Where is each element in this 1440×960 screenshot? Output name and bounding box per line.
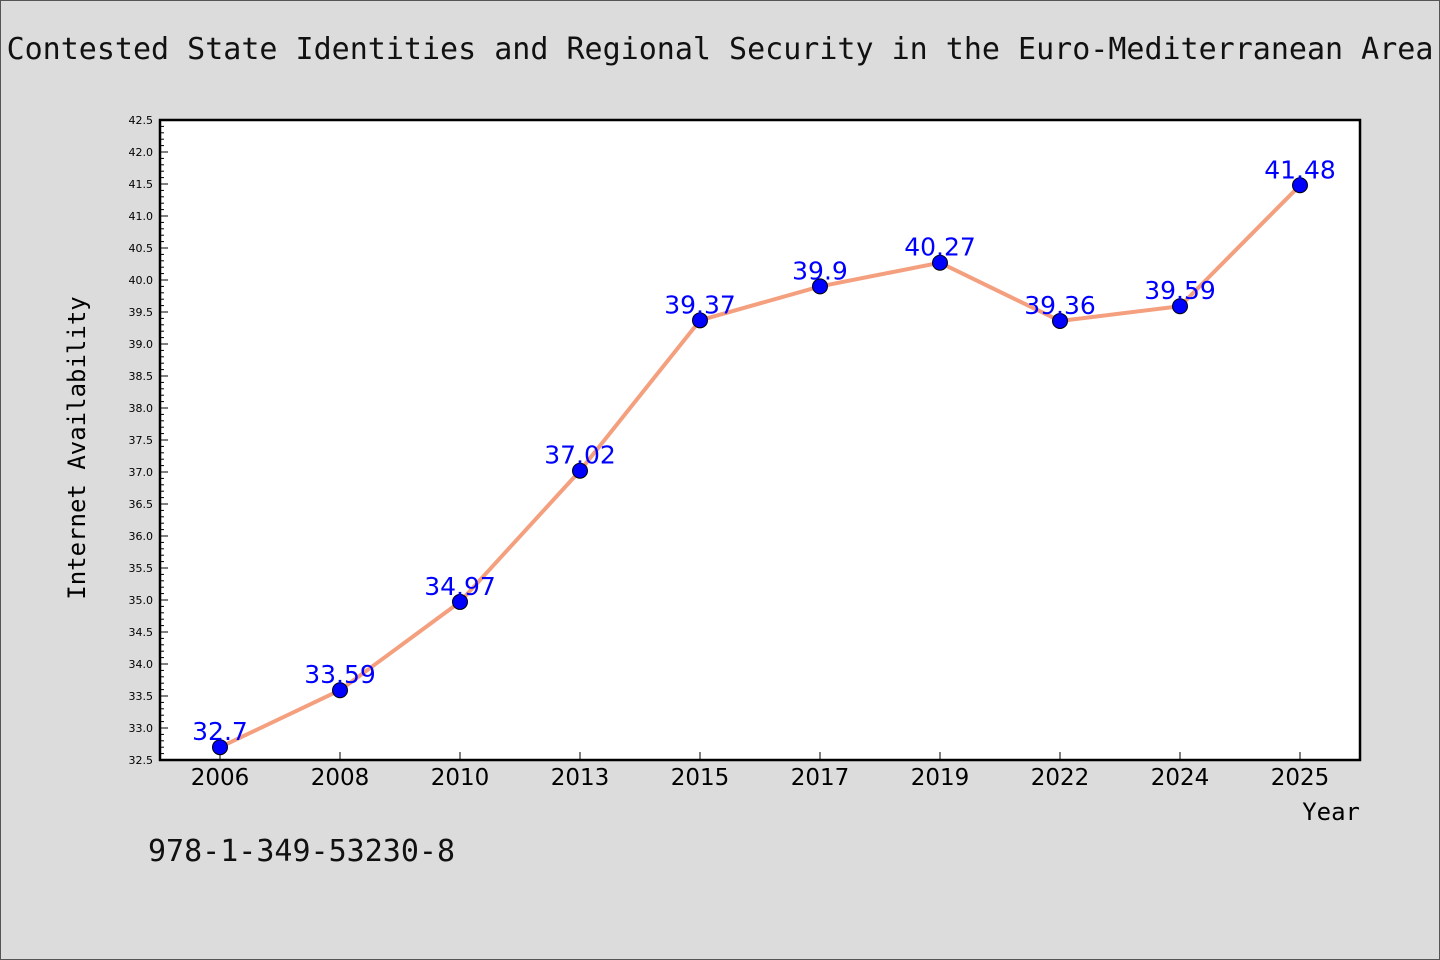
data-label: 34.97 bbox=[424, 572, 496, 601]
x-tick-label: 2010 bbox=[431, 765, 490, 791]
y-tick-label: 33.0 bbox=[129, 722, 154, 735]
data-label: 39.36 bbox=[1024, 291, 1096, 320]
data-point bbox=[812, 278, 828, 295]
data-point bbox=[332, 682, 348, 699]
y-tick-label: 42.0 bbox=[129, 146, 154, 159]
x-tick-label: 2017 bbox=[791, 765, 850, 791]
data-label: 40.27 bbox=[904, 233, 976, 262]
y-tick-label: 35.5 bbox=[129, 562, 154, 575]
data-label: 33.59 bbox=[304, 660, 376, 689]
data-label: 41.48 bbox=[1264, 155, 1336, 184]
data-point bbox=[572, 462, 588, 479]
isbn-text: 978-1-349-53230-8 bbox=[148, 834, 456, 869]
y-tick-label: 38.0 bbox=[129, 402, 154, 415]
data-label: 39.37 bbox=[664, 290, 736, 319]
series-line bbox=[219, 183, 1302, 750]
x-tick-label: 2015 bbox=[671, 765, 730, 791]
data-label: 32.7 bbox=[192, 717, 248, 746]
x-axis-label: Year bbox=[1302, 798, 1360, 826]
y-tick-label: 41.5 bbox=[129, 178, 154, 191]
y-tick-label: 41.0 bbox=[129, 210, 154, 223]
data-point bbox=[1052, 312, 1068, 329]
y-tick-label: 34.5 bbox=[129, 626, 154, 639]
data-point bbox=[932, 254, 948, 271]
y-tick-label: 33.5 bbox=[129, 690, 154, 703]
y-tick-label: 39.5 bbox=[129, 306, 154, 319]
y-tick-label: 32.5 bbox=[129, 754, 154, 767]
plot-area bbox=[158, 118, 1362, 762]
chart-title: Contested State Identities and Regional … bbox=[6, 32, 1434, 67]
y-tick-label: 42.5 bbox=[129, 114, 154, 127]
y-tick-label: 39.0 bbox=[129, 338, 154, 351]
y-tick-label: 40.5 bbox=[129, 242, 154, 255]
y-tick-label: 36.5 bbox=[129, 498, 154, 511]
x-tick-label: 2019 bbox=[911, 765, 970, 791]
y-axis: 32.5 33.0 33.5 34.0 34.5 35.0 35.5 36.0 36.5 37.0… bbox=[129, 114, 168, 767]
data-point bbox=[212, 739, 228, 756]
x-tick-label: 2022 bbox=[1031, 765, 1090, 791]
x-axis: 2006 2008 2010 2013 2015 2017 2019 2022 2024 2025 bbox=[191, 752, 1330, 791]
x-tick-label: 2013 bbox=[551, 765, 610, 791]
data-label: 39.59 bbox=[1144, 276, 1216, 305]
series-layer: 32.7 33.59 34.97 37.02 39.37 39.9 40.27 39.36 39… bbox=[192, 155, 1336, 756]
data-label: 37.02 bbox=[544, 441, 616, 470]
x-tick-label: 2025 bbox=[1271, 765, 1330, 791]
y-tick-label: 40.0 bbox=[129, 274, 154, 287]
y-tick-label: 37.0 bbox=[129, 466, 154, 479]
x-tick-label: 2006 bbox=[191, 765, 250, 791]
data-label: 39.9 bbox=[792, 256, 848, 285]
y-tick-label: 37.5 bbox=[129, 434, 154, 447]
data-point bbox=[1172, 298, 1188, 315]
data-point bbox=[692, 312, 708, 329]
data-point bbox=[452, 593, 468, 610]
y-axis-label: Internet Availability bbox=[63, 296, 91, 599]
y-tick-label: 36.0 bbox=[129, 530, 154, 543]
y-tick-label: 35.0 bbox=[129, 594, 154, 607]
y-tick-label: 38.5 bbox=[129, 370, 154, 383]
y-tick-label: 34.0 bbox=[129, 658, 154, 671]
x-tick-label: 2008 bbox=[311, 765, 370, 791]
x-tick-label: 2024 bbox=[1151, 765, 1210, 791]
data-point bbox=[1292, 177, 1308, 194]
